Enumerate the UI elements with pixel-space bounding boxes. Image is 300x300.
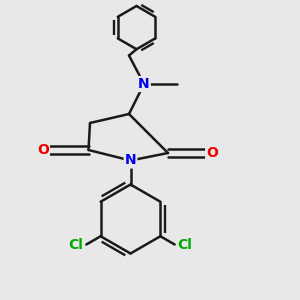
Text: Cl: Cl [69,238,84,252]
Text: O: O [37,143,49,157]
Text: O: O [206,146,218,160]
Text: N: N [138,77,150,91]
Text: N: N [125,154,136,167]
Text: Cl: Cl [177,238,192,252]
